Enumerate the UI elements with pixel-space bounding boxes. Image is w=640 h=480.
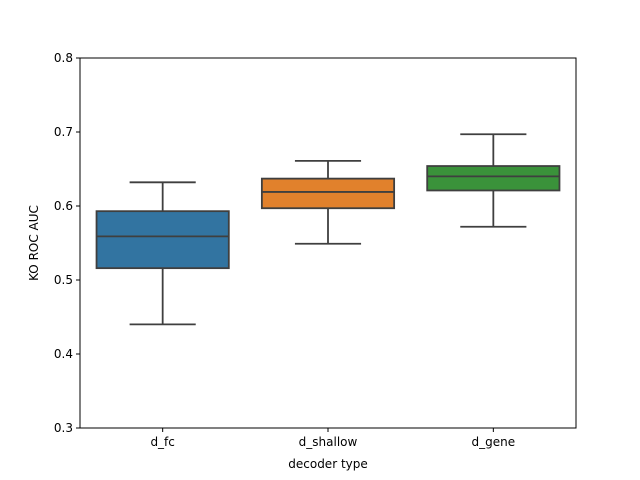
y-tick-label: 0.4: [54, 347, 73, 361]
iqr-box: [95, 210, 230, 270]
y-tick-label: 0.6: [54, 199, 73, 213]
y-tick-label: 0.5: [54, 273, 73, 287]
box-d_shallow: [260, 159, 396, 245]
box-d_fc: [95, 181, 230, 326]
iqr-box: [426, 165, 561, 192]
x-axis-label: decoder type: [288, 457, 368, 471]
y-tick-label: 0.8: [54, 51, 73, 65]
box-d_gene: [426, 133, 561, 228]
y-tick-label: 0.3: [54, 421, 73, 435]
iqr-box: [260, 177, 396, 210]
x-tick-label: d_shallow: [299, 435, 358, 449]
y-axis-label: KO ROC AUC: [27, 205, 41, 281]
y-axis: 0.3 0.4 0.5 0.6 0.7 0.8: [54, 51, 80, 435]
x-tick-label: d_gene: [472, 435, 516, 449]
x-tick-label: d_fc: [150, 435, 174, 449]
box-group: [95, 133, 561, 326]
x-axis: d_fc d_shallow d_gene: [150, 428, 515, 449]
y-tick-label: 0.7: [54, 125, 73, 139]
